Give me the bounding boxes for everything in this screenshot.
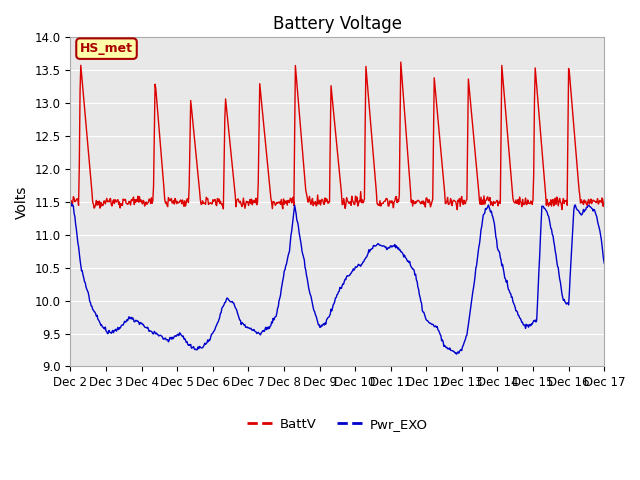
Pwr_EXO: [452, 351, 460, 357]
BattV: [600, 197, 608, 203]
Title: Battery Voltage: Battery Voltage: [273, 15, 402, 33]
Legend: BattV, Pwr_EXO: BattV, Pwr_EXO: [242, 413, 433, 436]
Y-axis label: Volts: Volts: [15, 185, 29, 218]
Pwr_EXO: [419, 308, 426, 313]
Pwr_EXO: [67, 203, 74, 209]
Text: HS_met: HS_met: [80, 42, 133, 55]
Pwr_EXO: [214, 319, 222, 325]
Line: BattV: BattV: [70, 62, 604, 210]
BattV: [403, 138, 411, 144]
Pwr_EXO: [132, 317, 140, 323]
BattV: [186, 183, 193, 189]
BattV: [453, 207, 461, 213]
BattV: [397, 59, 404, 65]
Pwr_EXO: [600, 260, 608, 266]
BattV: [131, 197, 139, 203]
BattV: [67, 200, 74, 205]
Pwr_EXO: [67, 200, 75, 206]
Pwr_EXO: [77, 263, 84, 268]
Line: Pwr_EXO: Pwr_EXO: [70, 203, 604, 354]
BattV: [214, 196, 221, 202]
BattV: [76, 89, 84, 95]
Pwr_EXO: [186, 343, 194, 348]
Pwr_EXO: [403, 257, 411, 263]
BattV: [419, 201, 426, 206]
